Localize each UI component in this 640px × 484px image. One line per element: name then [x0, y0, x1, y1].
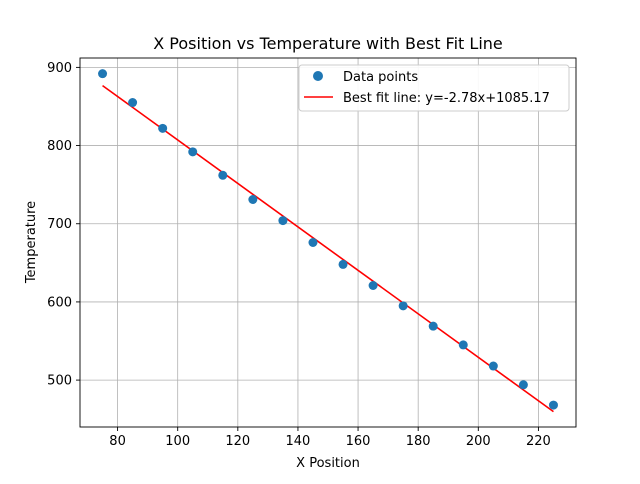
x-tick-label-5: 180 — [406, 434, 431, 449]
data-point-12 — [458, 340, 468, 350]
y-tick-label-2: 700 — [47, 217, 72, 232]
legend-label-best-fit-line: Best fit line: y=-2.78x+1085.17 — [343, 91, 550, 106]
plot-frame — [79, 57, 577, 428]
x-tick-label-1: 100 — [165, 434, 190, 449]
tick-labels: 80 100 120 140 160 180 200 220 500 600 700 800 900 — [47, 61, 551, 449]
y-tick-label-3: 800 — [47, 139, 72, 154]
y-axis-label: Temperature — [24, 201, 39, 284]
best-fit-line — [102, 84, 554, 413]
series-layer — [98, 69, 558, 413]
x-tick-label-6: 200 — [466, 434, 491, 449]
x-tick-label-2: 120 — [225, 434, 250, 449]
x-tick-label-3: 140 — [286, 434, 311, 449]
x-tick-label-7: 220 — [526, 434, 551, 449]
x-tick-label-0: 80 — [109, 434, 126, 449]
data-point-9 — [368, 280, 378, 290]
data-point-14 — [518, 380, 528, 390]
x-tick-label-4: 160 — [346, 434, 371, 449]
data-point-4 — [218, 170, 228, 180]
data-point-0 — [98, 69, 108, 79]
data-point-10 — [398, 301, 408, 311]
y-tick-label-4: 900 — [47, 61, 72, 76]
data-point-5 — [248, 195, 258, 205]
axes-layer — [76, 57, 577, 431]
legend: Data points Best fit line: y=-2.78x+1085… — [298, 64, 570, 112]
grid-lines — [80, 58, 576, 427]
legend-marker-data-points — [313, 71, 323, 81]
data-point-15 — [548, 400, 558, 410]
data-point-6 — [278, 216, 288, 226]
data-point-7 — [308, 238, 318, 247]
data-point-1 — [128, 98, 138, 108]
data-point-13 — [488, 361, 498, 371]
y-tick-label-0: 500 — [47, 374, 72, 389]
data-point-8 — [338, 259, 348, 269]
y-tick-label-1: 600 — [47, 295, 72, 310]
x-axis-label: X Position — [296, 456, 360, 471]
chart-title: X Position vs Temperature with Best Fit … — [153, 34, 503, 53]
data-point-11 — [428, 321, 438, 331]
data-point-2 — [158, 123, 168, 133]
data-point-3 — [188, 147, 198, 157]
legend-box — [298, 64, 570, 112]
legend-label-data-points: Data points — [343, 70, 418, 85]
